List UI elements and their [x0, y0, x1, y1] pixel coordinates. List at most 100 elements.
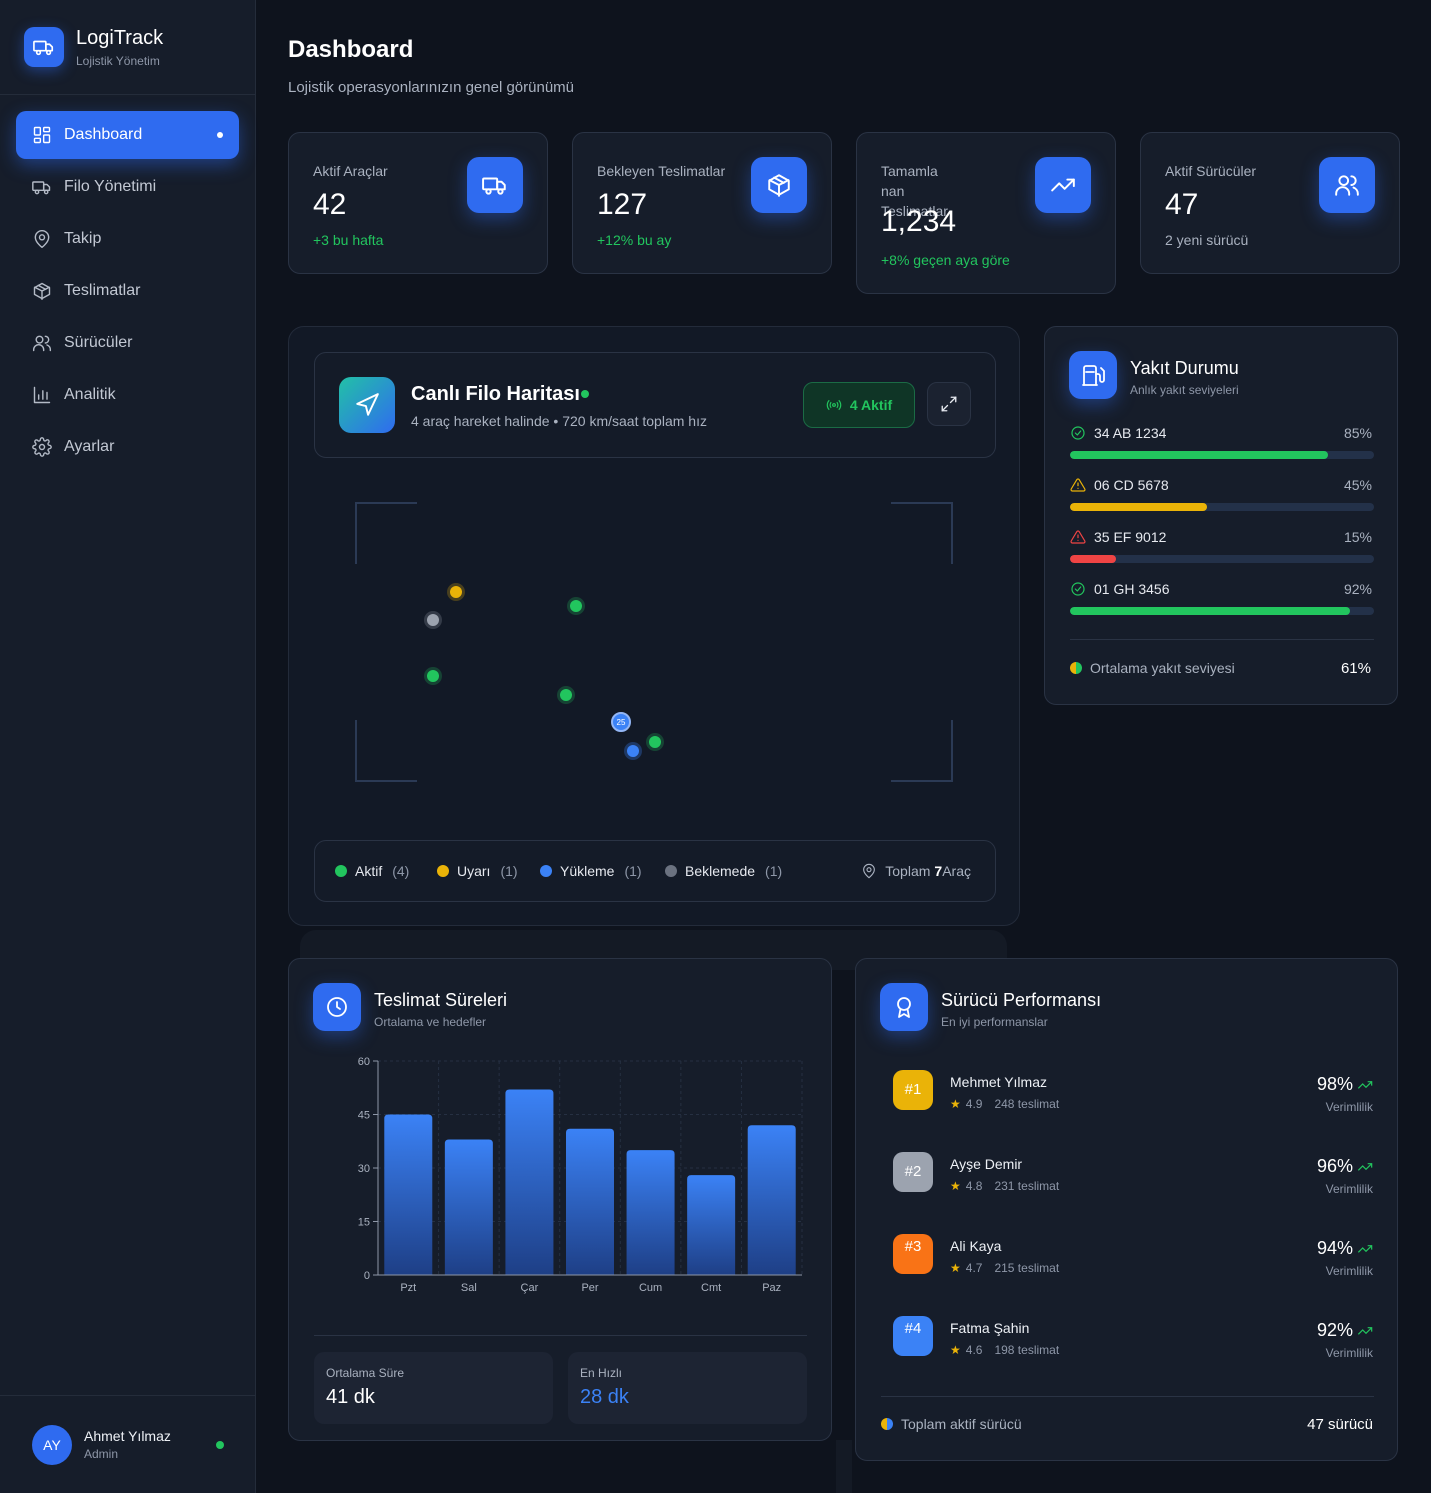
expand-icon [941, 396, 957, 412]
total-indicator-icon [881, 1418, 893, 1430]
chart-bar[interactable] [687, 1175, 736, 1275]
driver-deliveries: 215 teslimat [994, 1261, 1060, 1275]
user-profile[interactable]: AY Ahmet Yılmaz Admin [0, 1395, 256, 1493]
fuel-percent: 92% [1343, 581, 1372, 597]
star-icon: ★ [950, 1179, 961, 1193]
panel-subtitle: En iyi performanslar [941, 1015, 1048, 1029]
y-tick-label: 15 [358, 1217, 370, 1229]
driver-name: Ali Kaya [950, 1238, 1002, 1254]
stat-card-active-drivers: Aktif Sürücüler 47 2 yeni sürücü [1140, 132, 1400, 274]
driver-rating: 4.6 [965, 1343, 983, 1357]
plate-text: 34 AB 1234 [1094, 425, 1167, 441]
fleet-map[interactable]: 25 [289, 327, 1021, 927]
stat-value: 47 [1165, 188, 1199, 221]
divider [881, 1396, 1374, 1397]
stat-value: 42 [313, 188, 347, 221]
vehicle-marker-waiting[interactable] [427, 614, 439, 626]
divider [1070, 639, 1374, 640]
truck-icon [24, 27, 64, 67]
chart-bar[interactable] [505, 1089, 554, 1275]
legend-item-warning[interactable]: Uyarı (1) [437, 863, 518, 879]
vehicle-marker-loading[interactable] [627, 745, 639, 757]
plate-text: 01 GH 3456 [1094, 581, 1170, 597]
chart-bar[interactable] [626, 1150, 675, 1275]
y-tick-label: 0 [364, 1270, 370, 1282]
x-tick-label: Cmt [701, 1282, 721, 1294]
sidebar-nav: Dashboard Filo Yönetimi Takip Teslimatla… [0, 95, 255, 491]
delivery-times-panel: Teslimat Süreleri Ortalama ve hedefler 0… [288, 958, 832, 1441]
sidebar-item-label: Teslimatlar [64, 282, 141, 299]
x-tick-label: Cum [639, 1282, 662, 1294]
stat-value: 127 [597, 188, 648, 221]
user-role: Admin [84, 1447, 119, 1461]
driver-row[interactable]: #4 Fatma Şahin ★ 4.6 198 teslimat 92% Verimlil… [893, 1306, 1373, 1366]
driver-rating: 4.8 [965, 1179, 983, 1193]
chart-bar[interactable] [444, 1139, 493, 1275]
x-tick-label: Paz [762, 1282, 781, 1294]
sidebar-item-dashboard[interactable]: Dashboard [16, 111, 239, 159]
legend-item-active[interactable]: Aktif (4) [335, 863, 409, 879]
legend-item-loading[interactable]: Yükleme (1) [540, 863, 642, 879]
brand[interactable]: LogiTrack Lojistik Yönetim [0, 0, 255, 95]
vehicle-marker-active[interactable] [427, 670, 439, 682]
driver-row[interactable]: #1 Mehmet Yılmaz ★ 4.9 248 teslimat 98% Veriml… [893, 1060, 1373, 1120]
stat-label: Bekleyen Teslimatlar [597, 163, 726, 179]
expand-map-button[interactable] [927, 382, 971, 426]
sidebar-item-drivers[interactable]: Sürücüler [16, 319, 239, 367]
vehicle-marker-active[interactable] [570, 600, 582, 612]
total-count: 7 [934, 863, 943, 879]
driver-meta: ★ 4.9 248 teslimat [950, 1097, 1059, 1111]
legend-dot [335, 865, 347, 877]
map-title: Canlı Filo Haritası [411, 383, 580, 405]
map-frame-corner [891, 720, 953, 782]
star-icon: ★ [950, 1097, 961, 1111]
legend-count: (1) [765, 863, 783, 879]
chart-bar[interactable] [566, 1128, 614, 1275]
driver-meta: ★ 4.6 198 teslimat [950, 1343, 1059, 1357]
driver-performance-panel: Sürücü Performansı En iyi performanslar … [855, 958, 1398, 1461]
active-vehicles-badge[interactable]: 4 Aktif [803, 382, 915, 428]
page-title: Dashboard [288, 36, 414, 63]
active-indicator [217, 132, 223, 138]
bar-chart-icon [33, 386, 51, 404]
sidebar-item-settings[interactable]: Ayarlar [16, 423, 239, 471]
clock-icon [313, 983, 361, 1031]
legend-count: (4) [392, 863, 410, 879]
driver-meta: ★ 4.7 215 teslimat [950, 1261, 1059, 1275]
rank-badge: #1 [893, 1070, 933, 1110]
trending-up-icon [1357, 1080, 1373, 1089]
sidebar-item-fleet[interactable]: Filo Yönetimi [16, 163, 239, 211]
chart-bar[interactable] [384, 1114, 433, 1276]
vehicle-marker-warning[interactable] [450, 586, 462, 598]
driver-row[interactable]: #3 Ali Kaya ★ 4.7 215 teslimat 94% Verimlilik [893, 1224, 1373, 1284]
users-icon [32, 335, 52, 352]
fuel-percent: 45% [1343, 477, 1372, 493]
fuel-bar-fill [1070, 503, 1207, 511]
fuel-bar [1070, 503, 1374, 511]
sidebar-item-deliveries[interactable]: Teslimatlar [16, 267, 239, 315]
driver-deliveries: 198 teslimat [994, 1343, 1060, 1357]
stat-note: 2 yeni sürücü [1165, 232, 1249, 248]
vehicle-marker-active[interactable] [649, 736, 661, 748]
legend-label: Yükleme [560, 863, 615, 879]
sidebar-item-label: Takip [64, 230, 102, 247]
sidebar-item-label: Ayarlar [64, 438, 115, 455]
check-circle-icon [1071, 582, 1085, 596]
avg-fuel-label: Ortalama yakıt seviyesi [1070, 660, 1235, 676]
vehicle-plate: 35 EF 9012 [1070, 529, 1166, 545]
driver-name: Fatma Şahin [950, 1320, 1030, 1336]
map-pin-icon [34, 229, 50, 249]
driver-meta: ★ 4.8 231 teslimat [950, 1179, 1059, 1193]
avg-time-value: 41 dk [326, 1386, 375, 1408]
driver-row[interactable]: #2 Ayşe Demir ★ 4.8 231 teslimat 96% Verimlili… [893, 1142, 1373, 1202]
sidebar-item-tracking[interactable]: Takip [16, 215, 239, 263]
chart-bar[interactable] [747, 1125, 796, 1275]
total-prefix: Toplam [885, 863, 931, 879]
legend-item-waiting[interactable]: Beklemede (1) [665, 863, 782, 879]
fuel-percent: 15% [1343, 529, 1372, 545]
sidebar-item-analytics[interactable]: Analitik [16, 371, 239, 419]
sidebar-item-label: Analitik [64, 386, 116, 403]
vehicle-marker-active[interactable] [560, 689, 572, 701]
vehicle-cluster-marker[interactable]: 25 [611, 712, 631, 732]
legend-label: Beklemede [685, 863, 756, 879]
